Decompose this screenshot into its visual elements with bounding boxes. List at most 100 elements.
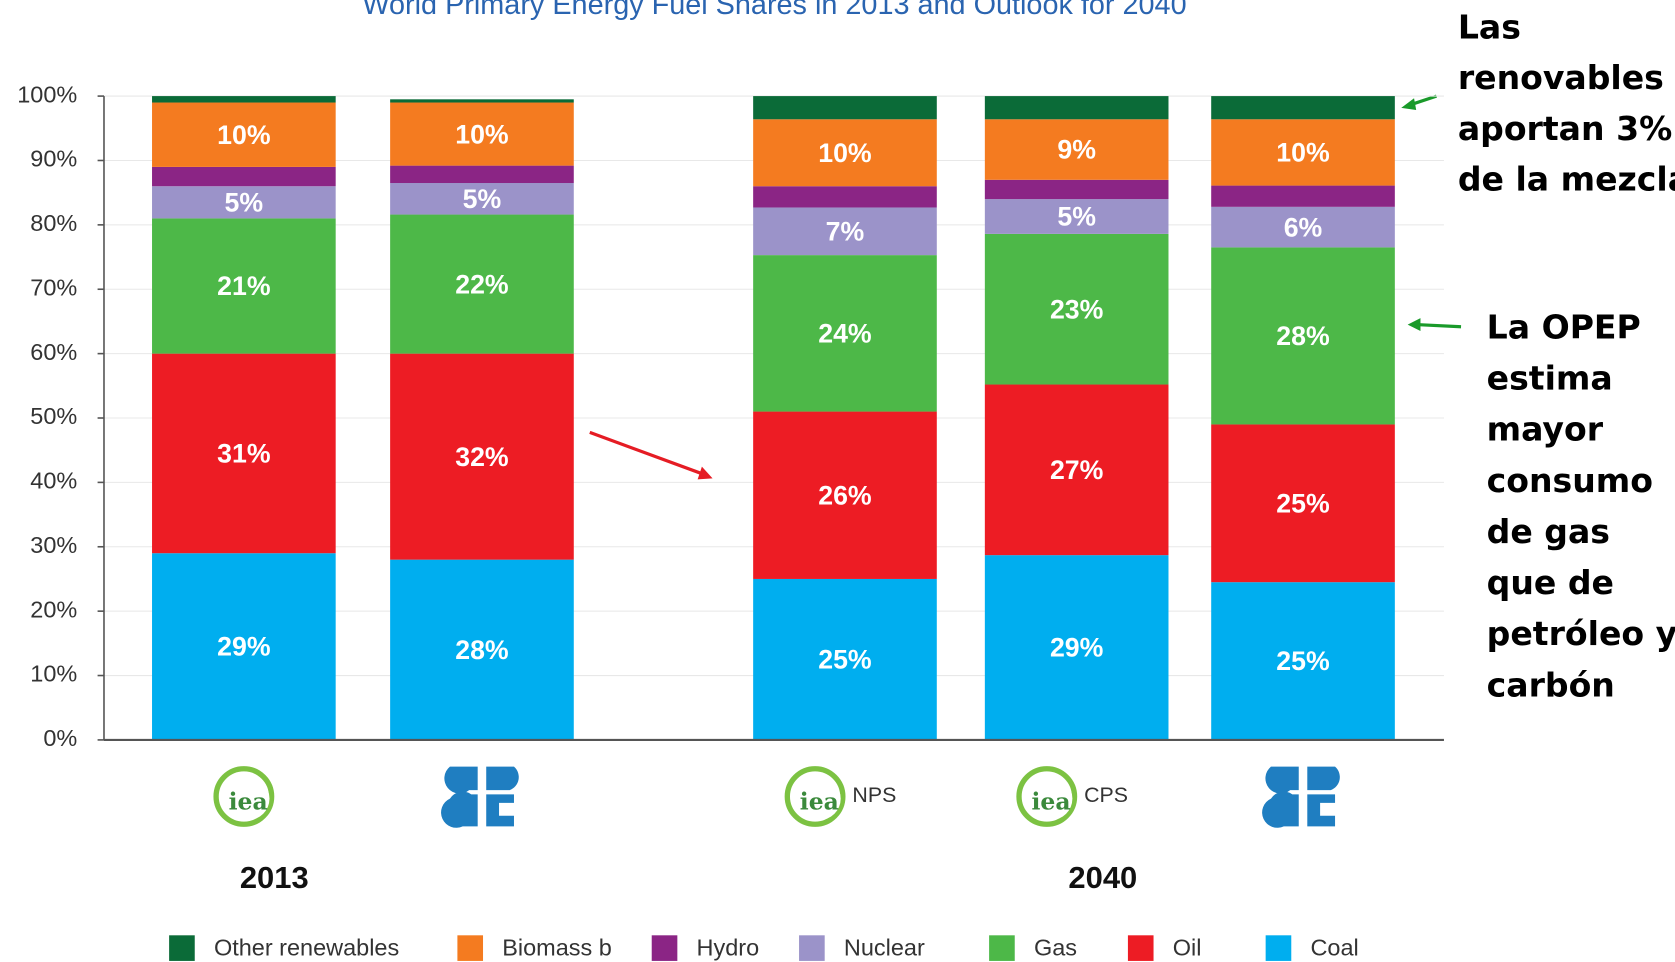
bar-segment xyxy=(1211,119,1395,186)
legend-label: Hydro xyxy=(697,934,760,960)
data-label: 31% xyxy=(217,439,271,469)
data-label: 10% xyxy=(217,120,271,150)
bar-segment xyxy=(984,233,1169,385)
annotation: aportan 3% xyxy=(1458,109,1672,148)
y-tick-label: 60% xyxy=(30,339,77,365)
data-label: 10% xyxy=(455,119,509,149)
arrow-head xyxy=(1407,318,1421,331)
bar-segment xyxy=(1211,582,1395,740)
data-label: 5% xyxy=(1057,202,1096,232)
bar-segment xyxy=(984,199,1169,234)
annotation: Las xyxy=(1458,7,1521,46)
data-label: 25% xyxy=(818,645,872,675)
y-tick-label: 100% xyxy=(17,81,77,107)
bar-segment xyxy=(390,183,574,215)
y-tick-label: 30% xyxy=(30,532,77,558)
bar-segment xyxy=(1211,206,1395,248)
y-tick-label: 50% xyxy=(30,403,77,429)
iea-logo xyxy=(1016,766,1078,827)
y-tick-label: 70% xyxy=(30,274,77,300)
arrow xyxy=(1416,322,1462,329)
data-label: 5% xyxy=(463,184,502,214)
iea-logo-text: iea xyxy=(229,787,268,815)
y-tick-label: 80% xyxy=(30,210,77,236)
data-label: 23% xyxy=(1050,294,1104,324)
bar-segment xyxy=(1211,96,1395,120)
iea-logo xyxy=(784,766,846,827)
data-label: 29% xyxy=(1050,633,1104,663)
x-tick-label: CPS xyxy=(1084,783,1128,807)
data-label: 32% xyxy=(455,442,509,472)
legend-label: Gas xyxy=(1034,934,1077,960)
arrow-head xyxy=(1401,98,1417,110)
bar-segment xyxy=(390,102,574,166)
legend-swatch xyxy=(457,935,484,961)
arrow-head xyxy=(697,466,713,480)
iea-logo-text: iea xyxy=(1032,787,1071,815)
iea-logo-inner xyxy=(226,777,270,820)
bar-segment xyxy=(984,96,1169,120)
bar-segment xyxy=(753,207,937,256)
data-label: 24% xyxy=(818,319,872,349)
data-label: 29% xyxy=(217,632,271,662)
bar-segment xyxy=(984,119,1169,180)
annotation: mayor xyxy=(1487,410,1604,449)
opec-shape xyxy=(441,766,519,828)
data-label: 10% xyxy=(818,138,872,168)
bar-segment xyxy=(753,119,937,187)
annotation: de la mezcla xyxy=(1458,159,1675,198)
legend-label: Nuclear xyxy=(844,934,925,960)
opec-logo xyxy=(1262,766,1340,828)
bar-segment xyxy=(753,96,937,120)
annotation: de gas xyxy=(1487,512,1610,551)
bar-segment xyxy=(152,102,336,167)
data-label: 28% xyxy=(1276,321,1330,351)
data-label: 21% xyxy=(217,271,271,301)
bar-segment xyxy=(753,411,937,579)
group-label: 2040 xyxy=(1068,860,1137,895)
bar-segment xyxy=(390,99,574,103)
data-label: 9% xyxy=(1057,135,1096,165)
legend-swatch xyxy=(1127,935,1154,961)
bar-segment xyxy=(984,555,1169,740)
bar-segment xyxy=(753,578,937,740)
y-tick-label: 10% xyxy=(30,661,77,687)
annotation: La OPEP xyxy=(1487,307,1641,346)
legend-swatch xyxy=(799,935,825,961)
data-label: 28% xyxy=(455,635,509,665)
bar-segment xyxy=(1211,247,1395,425)
legend-label: Other renewables xyxy=(214,934,399,960)
data-label: 7% xyxy=(826,216,865,246)
bar-segment xyxy=(390,353,574,560)
bar-segment xyxy=(152,96,336,103)
bar-segment xyxy=(390,559,574,740)
legend-swatch xyxy=(169,935,195,961)
bar-segment xyxy=(753,255,937,412)
annotation: que de xyxy=(1487,563,1614,602)
data-label: 5% xyxy=(225,188,264,218)
bar-segment xyxy=(152,166,336,187)
y-tick-label: 0% xyxy=(43,725,77,751)
bar-segment xyxy=(1211,185,1395,207)
annotation: consumo xyxy=(1487,461,1653,500)
data-label: 27% xyxy=(1050,455,1104,485)
bar-segment xyxy=(152,553,336,740)
y-tick-label: 40% xyxy=(30,468,77,494)
annotation: carbón xyxy=(1487,665,1615,704)
bar-segment xyxy=(152,353,336,554)
data-label: 22% xyxy=(455,269,509,299)
x-tick-label: NPS xyxy=(852,783,896,807)
opec-shape xyxy=(1262,766,1340,828)
legend-label: Biomass b xyxy=(502,934,612,960)
chart-title: World Primary Energy Fuel Shares in 2013… xyxy=(362,0,1186,21)
data-label: 6% xyxy=(1284,212,1323,242)
bar-segment xyxy=(390,165,574,184)
legend-label: Oil xyxy=(1173,934,1202,960)
data-label: 25% xyxy=(1276,646,1330,676)
legend-swatch xyxy=(651,935,678,961)
opec-logo xyxy=(441,766,519,828)
arrow xyxy=(589,430,704,476)
bar-segment xyxy=(1211,424,1395,583)
